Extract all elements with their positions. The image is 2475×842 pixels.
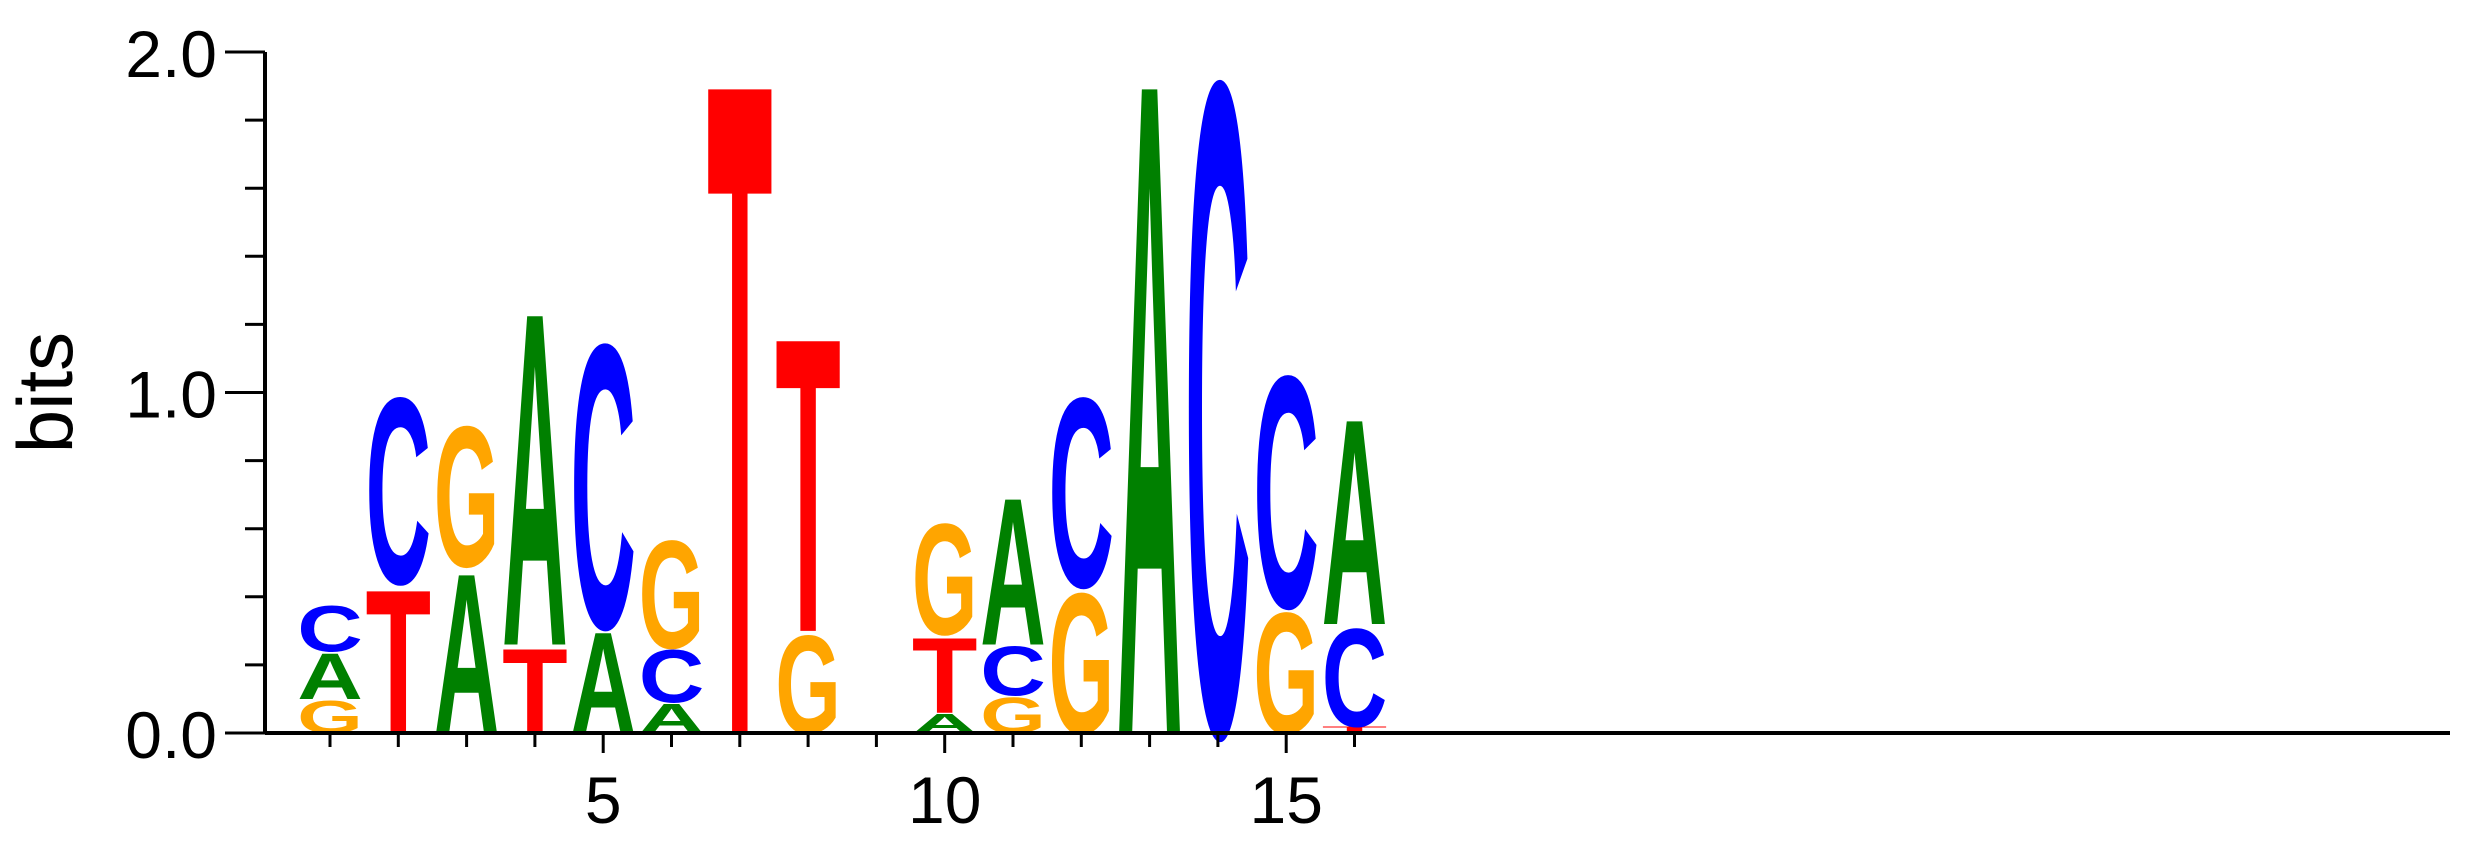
logo-letter-c: C — [297, 592, 363, 666]
logo-letter-c: C — [639, 635, 705, 719]
logo-letter-c: C — [1322, 600, 1388, 757]
logo-letter-c: C — [1185, 0, 1251, 842]
logo-letter-t: T — [707, 0, 773, 842]
x-tick-label: 5 — [585, 763, 622, 837]
y-axis-title: bits — [1, 332, 89, 453]
logo-letter-a: A — [1117, 0, 1183, 842]
logo-letter-a: A — [1322, 359, 1388, 687]
axes: 0.0 1.0 2.0 5 10 15 — [125, 17, 2450, 837]
y-tick-label: 2.0 — [125, 17, 217, 91]
x-tick-label: 10 — [908, 763, 981, 837]
x-tick-label: 15 — [1249, 763, 1322, 837]
y-axis-ticks: 0.0 1.0 2.0 — [125, 17, 265, 772]
logo-letter-g: G — [434, 384, 500, 610]
logo-letter-t: T — [775, 251, 841, 721]
logo-letter-c: C — [366, 344, 432, 641]
logo-letter-c: C — [1253, 307, 1319, 678]
logo-letter-c: C — [980, 633, 1046, 711]
logo-letter-a: A — [297, 639, 363, 713]
y-tick-label: 1.0 — [125, 358, 217, 432]
logo-letter-t: T — [912, 615, 978, 735]
y-tick-label: 0.0 — [125, 698, 217, 772]
logo-letter-c: C — [570, 260, 636, 714]
logo-letter-c: C — [1049, 341, 1115, 644]
x-axis-ticks: 5 10 15 — [328, 733, 1356, 837]
logo-letter-a: A — [980, 455, 1046, 690]
logo-letter-g: G — [639, 509, 705, 682]
logo-letter-t: T — [1322, 725, 1388, 735]
logo-letter-a: A — [502, 212, 568, 745]
logo-letter-g: G — [912, 491, 978, 668]
